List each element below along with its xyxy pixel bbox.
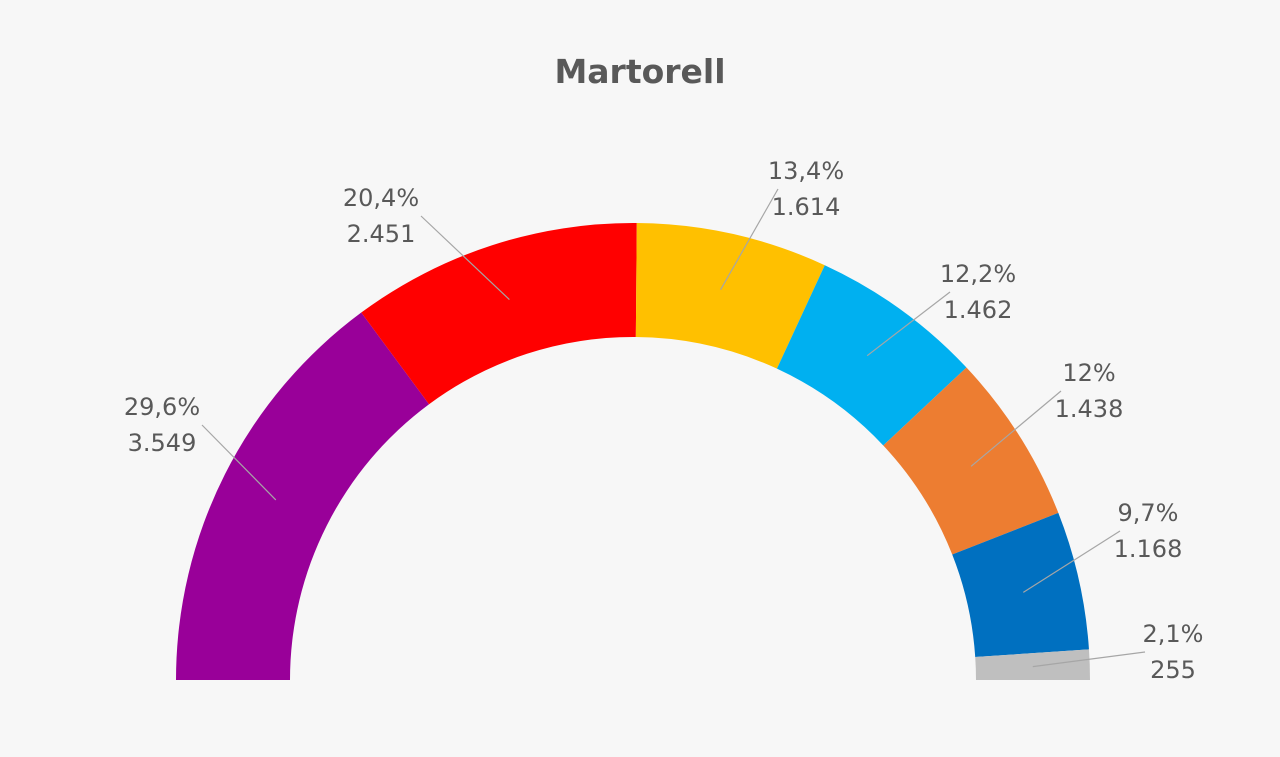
percent-label-6: 9,7%: [1118, 499, 1179, 527]
votes-label-6: 1.168: [1114, 535, 1183, 563]
leader-line-2: [420, 215, 510, 301]
slice-6: [952, 512, 1089, 657]
slice-7: [975, 649, 1090, 680]
percent-label-4: 12,2%: [940, 260, 1016, 288]
percent-label-2: 20,4%: [343, 184, 419, 212]
percent-label-7: 2,1%: [1143, 620, 1204, 648]
slice-3: [635, 223, 825, 369]
votes-label-2: 2.451: [347, 220, 416, 248]
votes-label-5: 1.438: [1055, 395, 1124, 423]
leader-line-7: [1032, 651, 1146, 668]
percent-label-5: 12%: [1062, 359, 1115, 387]
slice-4: [776, 265, 967, 446]
slice-2: [361, 223, 637, 405]
chart-title: Martorell: [554, 52, 726, 91]
leader-line-5: [970, 390, 1062, 467]
percent-label-3: 13,4%: [768, 157, 844, 185]
votes-label-1: 3.549: [128, 429, 197, 457]
leader-line-3: [720, 188, 779, 290]
votes-label-4: 1.462: [944, 296, 1013, 324]
percent-label-1: 29,6%: [124, 393, 200, 421]
slice-5: [883, 367, 1059, 555]
votes-label-7: 255: [1150, 656, 1196, 684]
votes-label-3: 1.614: [772, 193, 841, 221]
leader-line-4: [866, 291, 951, 357]
leader-line-1: [201, 424, 277, 501]
slice-1: [176, 312, 430, 680]
leader-line-6: [1022, 530, 1121, 593]
